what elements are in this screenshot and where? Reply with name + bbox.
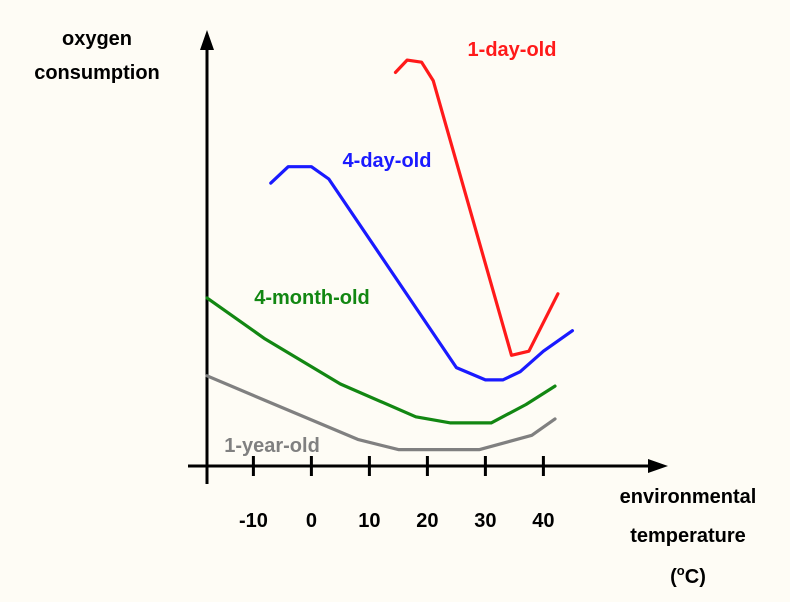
- x-tick-label: -10: [239, 510, 268, 532]
- series-label-1-year-old: 1-year-old: [224, 435, 320, 457]
- x-tick-label: 10: [358, 510, 380, 532]
- series-line-4-day-old: [269, 165, 575, 382]
- x-axis-unit-label: (oC): [670, 563, 706, 588]
- x-tick-label: 0: [306, 510, 317, 532]
- y-axis-arrowhead: [200, 30, 214, 50]
- x-axis-label-line-2: temperature: [630, 525, 746, 547]
- series-label-4-day-old: 4-day-old: [343, 150, 432, 172]
- series-line-1-day-old: [393, 58, 560, 357]
- series-line-1-year-old: [205, 374, 557, 452]
- y-axis-label-line-1: oxygen: [62, 28, 132, 50]
- x-axis-arrowhead: [648, 459, 668, 473]
- x-tick-label: 30: [474, 510, 496, 532]
- x-axis-label-line-1: environmental: [620, 486, 757, 508]
- x-tick-label: 20: [416, 510, 438, 532]
- y-axis-label-line-2: consumption: [34, 62, 160, 84]
- series-line-4-month-old: [205, 296, 557, 425]
- x-tick-label: 40: [532, 510, 554, 532]
- series-label-4-month-old: 4-month-old: [254, 287, 370, 309]
- series-label-1-day-old: 1-day-old: [468, 39, 557, 61]
